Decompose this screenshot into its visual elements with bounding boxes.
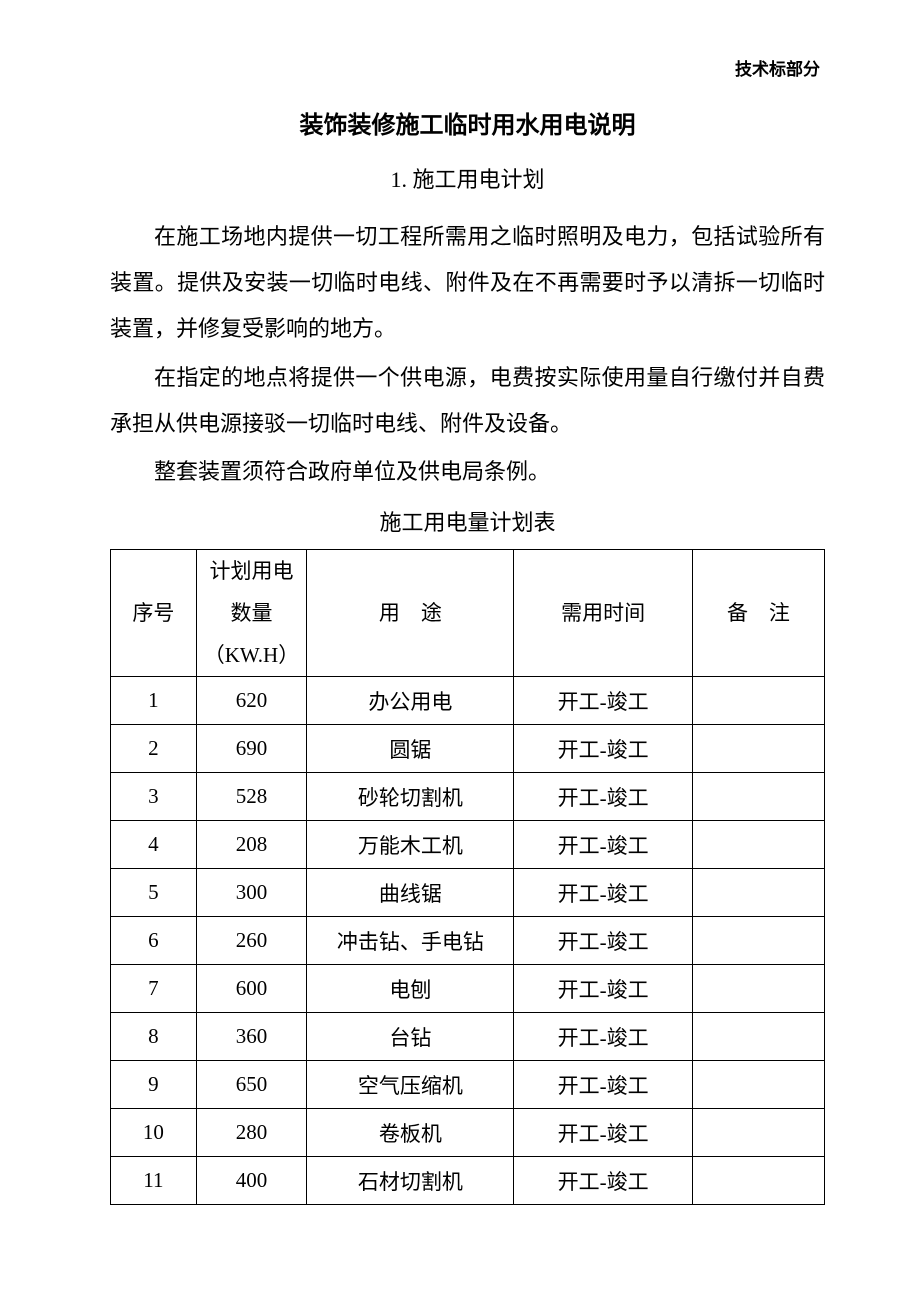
cell-qty: 280 <box>196 1109 307 1157</box>
cell-time: 开工-竣工 <box>514 677 693 725</box>
cell-time: 开工-竣工 <box>514 725 693 773</box>
cell-qty: 690 <box>196 725 307 773</box>
cell-note <box>692 1109 824 1157</box>
section-subtitle: 1. 施工用电计划 <box>110 162 825 194</box>
table-row: 1 620 办公用电 开工-竣工 <box>111 677 825 725</box>
cell-use: 空气压缩机 <box>307 1061 514 1109</box>
cell-time: 开工-竣工 <box>514 773 693 821</box>
document-title: 装饰装修施工临时用水用电说明 <box>110 105 825 140</box>
table-row: 2 690 圆锯 开工-竣工 <box>111 725 825 773</box>
cell-use: 办公用电 <box>307 677 514 725</box>
cell-qty: 360 <box>196 1013 307 1061</box>
cell-use: 曲线锯 <box>307 869 514 917</box>
cell-seq: 2 <box>111 725 197 773</box>
page-header: 技术标部分 <box>735 55 820 80</box>
cell-seq: 8 <box>111 1013 197 1061</box>
cell-time: 开工-竣工 <box>514 1013 693 1061</box>
table-row: 6 260 冲击钻、手电钻 开工-竣工 <box>111 917 825 965</box>
cell-qty: 260 <box>196 917 307 965</box>
cell-seq: 1 <box>111 677 197 725</box>
cell-time: 开工-竣工 <box>514 1157 693 1205</box>
cell-qty: 528 <box>196 773 307 821</box>
cell-use: 电刨 <box>307 965 514 1013</box>
cell-qty: 650 <box>196 1061 307 1109</box>
paragraph-3: 整套装置须符合政府单位及供电局条例。 <box>110 449 825 495</box>
header-use: 用 途 <box>307 550 514 677</box>
paragraph-1: 在施工场地内提供一切工程所需用之临时照明及电力，包括试验所有装置。提供及安装一切… <box>110 214 825 353</box>
cell-qty: 620 <box>196 677 307 725</box>
cell-qty: 400 <box>196 1157 307 1205</box>
cell-seq: 3 <box>111 773 197 821</box>
cell-use: 万能木工机 <box>307 821 514 869</box>
cell-use: 砂轮切割机 <box>307 773 514 821</box>
cell-note <box>692 965 824 1013</box>
cell-time: 开工-竣工 <box>514 917 693 965</box>
table-caption: 施工用电量计划表 <box>110 505 825 537</box>
cell-use: 冲击钻、手电钻 <box>307 917 514 965</box>
table-row: 8 360 台钻 开工-竣工 <box>111 1013 825 1061</box>
cell-seq: 6 <box>111 917 197 965</box>
document-content: 装饰装修施工临时用水用电说明 1. 施工用电计划 在施工场地内提供一切工程所需用… <box>0 0 920 1205</box>
cell-note <box>692 773 824 821</box>
cell-use: 圆锯 <box>307 725 514 773</box>
cell-use: 台钻 <box>307 1013 514 1061</box>
cell-seq: 9 <box>111 1061 197 1109</box>
cell-qty: 208 <box>196 821 307 869</box>
cell-note <box>692 725 824 773</box>
cell-time: 开工-竣工 <box>514 1061 693 1109</box>
cell-qty: 300 <box>196 869 307 917</box>
cell-time: 开工-竣工 <box>514 821 693 869</box>
table-row: 11 400 石材切割机 开工-竣工 <box>111 1157 825 1205</box>
table-row: 5 300 曲线锯 开工-竣工 <box>111 869 825 917</box>
cell-note <box>692 869 824 917</box>
cell-seq: 11 <box>111 1157 197 1205</box>
table-body: 1 620 办公用电 开工-竣工 2 690 圆锯 开工-竣工 3 528 砂轮… <box>111 677 825 1205</box>
cell-note <box>692 1013 824 1061</box>
cell-note <box>692 1157 824 1205</box>
cell-seq: 10 <box>111 1109 197 1157</box>
cell-seq: 4 <box>111 821 197 869</box>
header-time: 需用时间 <box>514 550 693 677</box>
cell-note <box>692 917 824 965</box>
cell-seq: 7 <box>111 965 197 1013</box>
table-row: 3 528 砂轮切割机 开工-竣工 <box>111 773 825 821</box>
cell-time: 开工-竣工 <box>514 965 693 1013</box>
electricity-plan-table: 序号 计划用电 数量 （KW.H） 用 途 需用时间 备 注 1 620 办公用… <box>110 549 825 1205</box>
header-seq: 序号 <box>111 550 197 677</box>
table-row: 4 208 万能木工机 开工-竣工 <box>111 821 825 869</box>
header-label: 技术标部分 <box>735 60 820 79</box>
cell-note <box>692 1061 824 1109</box>
table-header-row: 序号 计划用电 数量 （KW.H） 用 途 需用时间 备 注 <box>111 550 825 677</box>
cell-note <box>692 677 824 725</box>
header-note: 备 注 <box>692 550 824 677</box>
cell-time: 开工-竣工 <box>514 1109 693 1157</box>
cell-qty: 600 <box>196 965 307 1013</box>
header-qty: 计划用电 数量 （KW.H） <box>196 550 307 677</box>
table-row: 10 280 卷板机 开工-竣工 <box>111 1109 825 1157</box>
cell-use: 卷板机 <box>307 1109 514 1157</box>
paragraph-2: 在指定的地点将提供一个供电源，电费按实际使用量自行缴付并自费承担从供电源接驳一切… <box>110 355 825 447</box>
cell-seq: 5 <box>111 869 197 917</box>
table-row: 7 600 电刨 开工-竣工 <box>111 965 825 1013</box>
cell-use: 石材切割机 <box>307 1157 514 1205</box>
cell-note <box>692 821 824 869</box>
cell-time: 开工-竣工 <box>514 869 693 917</box>
table-row: 9 650 空气压缩机 开工-竣工 <box>111 1061 825 1109</box>
